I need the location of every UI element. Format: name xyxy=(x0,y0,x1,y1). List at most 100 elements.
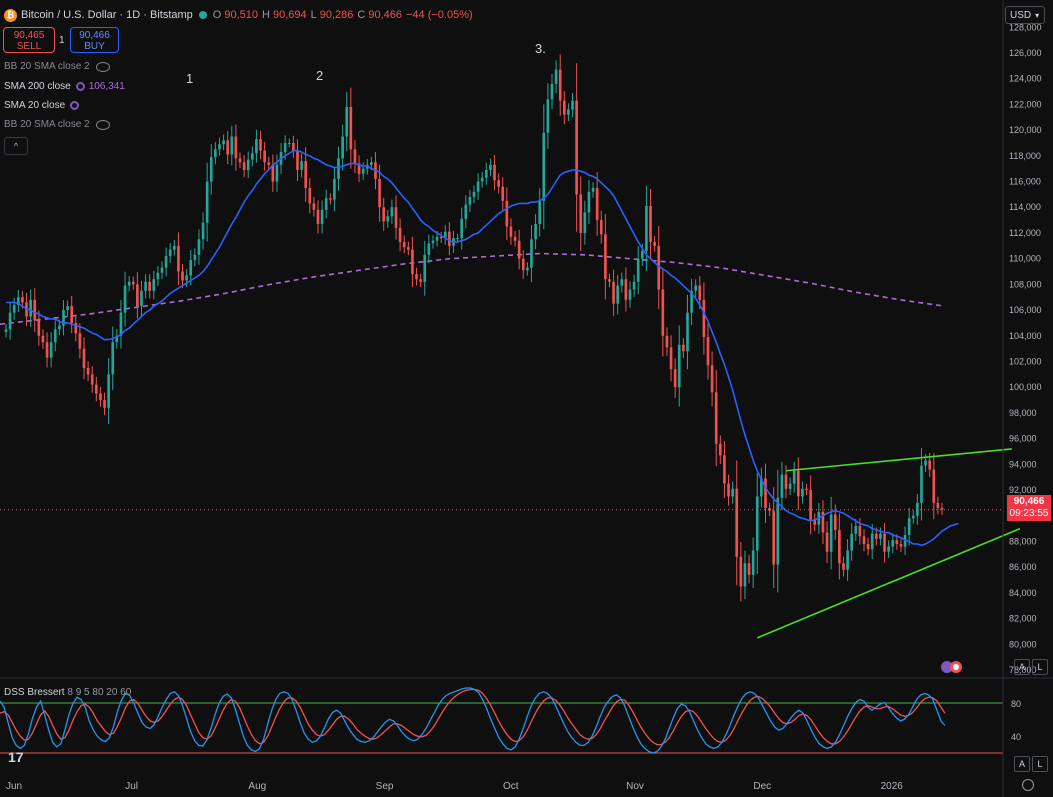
dss-legend[interactable]: DSS Bressert 8 9 5 80 20 60 xyxy=(4,687,131,698)
indicator-legend-sma200[interactable]: SMA 200 close 106,341 xyxy=(4,81,125,92)
sell-button[interactable]: 90,465 SELL xyxy=(3,27,55,53)
candle-body xyxy=(205,181,209,223)
wave-annotations: 1 2 3. xyxy=(186,41,546,86)
candle-body xyxy=(517,240,521,259)
candle xyxy=(653,236,656,252)
candle xyxy=(287,138,291,148)
candle xyxy=(70,295,74,334)
eye-hidden-icon[interactable] xyxy=(95,119,110,130)
candle xyxy=(4,323,8,338)
candle xyxy=(66,300,69,316)
log-scale-button[interactable]: L xyxy=(1032,659,1048,675)
price-tick-label: 96,000 xyxy=(1009,434,1037,444)
candle-body xyxy=(214,149,217,158)
candle xyxy=(255,129,258,163)
time-axis[interactable]: Jun Jul Aug Sep Oct Nov Dec 2026 xyxy=(6,781,903,792)
candle xyxy=(250,146,254,167)
candle-body xyxy=(608,279,611,282)
wave-label: 3. xyxy=(535,41,546,56)
indicator-legend-sma20[interactable]: SMA 20 close xyxy=(4,100,80,111)
candle-body xyxy=(144,281,147,291)
candle-body xyxy=(472,191,476,197)
candle-body xyxy=(616,285,620,304)
candle-body xyxy=(628,289,632,300)
candle-body xyxy=(928,460,932,470)
auto-scale-button-osc[interactable]: A xyxy=(1014,756,1030,772)
candle xyxy=(513,230,517,247)
gear-icon[interactable] xyxy=(1022,779,1034,791)
chevron-up-icon: ^ xyxy=(13,141,19,151)
symbol-title[interactable]: Bitcoin / U.S. Dollar · 1D · Bitstamp xyxy=(21,9,193,21)
candle xyxy=(796,457,800,510)
candle xyxy=(829,496,833,570)
price-tick-label: 98,000 xyxy=(1009,408,1037,418)
candle xyxy=(764,463,767,523)
candle-body xyxy=(427,243,431,255)
currency-select[interactable]: USD ▾ xyxy=(1005,6,1045,24)
candle-body xyxy=(131,281,135,285)
candle xyxy=(357,155,361,182)
candle-body xyxy=(242,162,246,170)
sma200-value: 106,341 xyxy=(88,81,125,92)
candle xyxy=(131,276,135,290)
candle-body xyxy=(710,365,714,393)
candle-body xyxy=(768,508,771,511)
candle-body xyxy=(854,526,858,534)
candle xyxy=(443,224,447,245)
eye-hidden-icon[interactable] xyxy=(95,61,110,72)
trendline[interactable] xyxy=(756,527,1021,639)
collapse-legend-button[interactable]: ^ xyxy=(4,137,28,155)
candle-body xyxy=(575,100,578,195)
candle-body xyxy=(21,297,24,303)
candle xyxy=(74,314,78,342)
candle-body xyxy=(924,460,927,466)
candle xyxy=(731,481,734,504)
price-tick-label: 120,000 xyxy=(1009,125,1042,135)
candle-body xyxy=(94,384,98,394)
events-icon[interactable] xyxy=(936,660,966,674)
candle xyxy=(378,164,381,222)
candle-body xyxy=(411,249,414,275)
candle xyxy=(472,185,476,204)
candle xyxy=(197,229,201,265)
candle xyxy=(201,212,205,250)
candle-body xyxy=(833,514,837,530)
last-price-tag: 90,466 09:23:55 xyxy=(1007,495,1051,521)
candle xyxy=(448,222,451,256)
price-axis[interactable]: 78,00080,00082,00084,00086,00088,00090,0… xyxy=(1009,22,1042,675)
auto-scale-button[interactable]: A xyxy=(1014,659,1030,675)
time-tick-label: Dec xyxy=(753,781,771,792)
candle-body xyxy=(439,236,443,239)
candle-body xyxy=(415,274,418,280)
candle-body xyxy=(731,488,734,497)
candle-body xyxy=(887,546,890,552)
candle-body xyxy=(49,342,53,358)
candle xyxy=(866,537,870,556)
candle-body xyxy=(682,344,685,352)
candle xyxy=(509,218,513,245)
candle-body xyxy=(936,502,940,509)
candle-body xyxy=(70,306,74,323)
candle-body xyxy=(858,526,862,537)
candle xyxy=(505,187,509,241)
trendline[interactable] xyxy=(785,448,1012,472)
order-quantity[interactable]: 1 xyxy=(59,35,65,46)
candle-body xyxy=(792,470,796,484)
candle-body xyxy=(883,533,886,552)
log-scale-button-osc[interactable]: L xyxy=(1032,756,1048,772)
indicator-legend-bb-1[interactable]: BB 20 SMA close 2 xyxy=(4,61,110,72)
candle-body xyxy=(90,374,94,385)
candle-body xyxy=(390,207,394,217)
candle-body xyxy=(760,478,763,497)
gear-icon[interactable] xyxy=(70,101,80,110)
indicator-legend-bb-2[interactable]: BB 20 SMA close 2 xyxy=(4,119,110,130)
candle-body xyxy=(916,502,919,516)
candle-body xyxy=(542,132,546,201)
gear-icon[interactable] xyxy=(75,82,85,91)
buy-button[interactable]: 90,466 BUY xyxy=(70,27,119,53)
candle-body xyxy=(484,169,488,178)
candle-body xyxy=(230,136,234,155)
candle xyxy=(936,496,940,515)
candle xyxy=(148,274,152,299)
